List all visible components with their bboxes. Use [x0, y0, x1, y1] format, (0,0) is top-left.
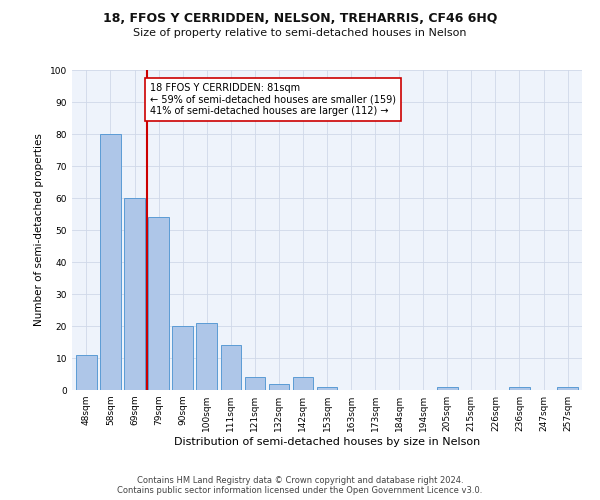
- Text: 18 FFOS Y CERRIDDEN: 81sqm
← 59% of semi-detached houses are smaller (159)
41% o: 18 FFOS Y CERRIDDEN: 81sqm ← 59% of semi…: [150, 83, 396, 116]
- Bar: [172, 326, 193, 390]
- Bar: [269, 384, 289, 390]
- Bar: [557, 387, 578, 390]
- Bar: [221, 345, 241, 390]
- Bar: [124, 198, 145, 390]
- Bar: [317, 387, 337, 390]
- Text: Contains HM Land Registry data © Crown copyright and database right 2024.
Contai: Contains HM Land Registry data © Crown c…: [118, 476, 482, 495]
- Y-axis label: Number of semi-detached properties: Number of semi-detached properties: [34, 134, 44, 326]
- Bar: [437, 387, 458, 390]
- Text: Size of property relative to semi-detached houses in Nelson: Size of property relative to semi-detach…: [133, 28, 467, 38]
- Bar: [509, 387, 530, 390]
- Bar: [148, 217, 169, 390]
- Bar: [245, 377, 265, 390]
- X-axis label: Distribution of semi-detached houses by size in Nelson: Distribution of semi-detached houses by …: [174, 437, 480, 447]
- Bar: [293, 377, 313, 390]
- Bar: [100, 134, 121, 390]
- Text: 18, FFOS Y CERRIDDEN, NELSON, TREHARRIS, CF46 6HQ: 18, FFOS Y CERRIDDEN, NELSON, TREHARRIS,…: [103, 12, 497, 26]
- Bar: [196, 323, 217, 390]
- Bar: [76, 355, 97, 390]
